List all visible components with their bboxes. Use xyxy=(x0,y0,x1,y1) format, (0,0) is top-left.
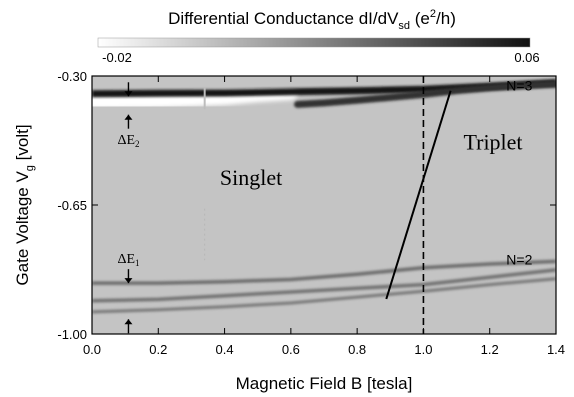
x-tick-label-4: 0.8 xyxy=(348,342,366,357)
colorbar xyxy=(97,37,531,48)
x-tick-label-1: 0.2 xyxy=(149,342,167,357)
y-tick-label-1: -0.65 xyxy=(57,198,87,213)
de2-arrow-top-head xyxy=(124,91,133,97)
colorbar-min-label: -0.02 xyxy=(102,50,132,65)
singlet-label: Singlet xyxy=(220,165,282,190)
n2-label: N=2 xyxy=(506,252,532,268)
y-tick-label-0: -0.30 xyxy=(57,69,87,84)
n2-low-band xyxy=(92,277,556,314)
x-tick-label-0: 0.0 xyxy=(83,342,101,357)
de2-arrow-bottom-head xyxy=(124,114,133,120)
triplet-label: Triplet xyxy=(463,130,522,155)
x-tick-label-2: 0.4 xyxy=(216,342,234,357)
y-axis-label: Gate Voltage Vg [volt] xyxy=(13,124,36,285)
y-tick-label-2: -1.00 xyxy=(57,327,87,342)
colorbar-title: Differential Conductance dI/dVsd (e2/h) xyxy=(168,8,456,32)
delta-e2-label: ΔE2 xyxy=(117,133,139,149)
de1-arrow-top-head xyxy=(124,278,133,284)
colorbar-max-label: 0.06 xyxy=(514,50,539,65)
delta-e1-label: ΔE1 xyxy=(117,252,139,268)
x-ticks: 0.0 0.2 0.4 0.6 0.8 1.0 1.2 1.4 xyxy=(83,76,565,357)
x-tick-label-3: 0.6 xyxy=(282,342,300,357)
x-axis-label: Magnetic Field B [tesla] xyxy=(236,374,413,393)
transition-line xyxy=(385,90,452,300)
de1-arrow-bottom-head xyxy=(124,319,133,325)
plot-overlays xyxy=(124,76,452,334)
y-ticks: -0.30 -0.65 -1.00 xyxy=(57,69,556,342)
n3-label: N=3 xyxy=(506,78,532,94)
plot-background xyxy=(92,76,556,334)
x-tick-label-6: 1.2 xyxy=(481,342,499,357)
n3-triplet-band xyxy=(294,80,556,108)
x-tick-label-7: 1.4 xyxy=(547,342,565,357)
plot-features xyxy=(92,79,556,314)
n2-mid-band xyxy=(92,268,556,303)
n2-top-band xyxy=(92,259,556,285)
x-tick-label-5: 1.0 xyxy=(414,342,432,357)
